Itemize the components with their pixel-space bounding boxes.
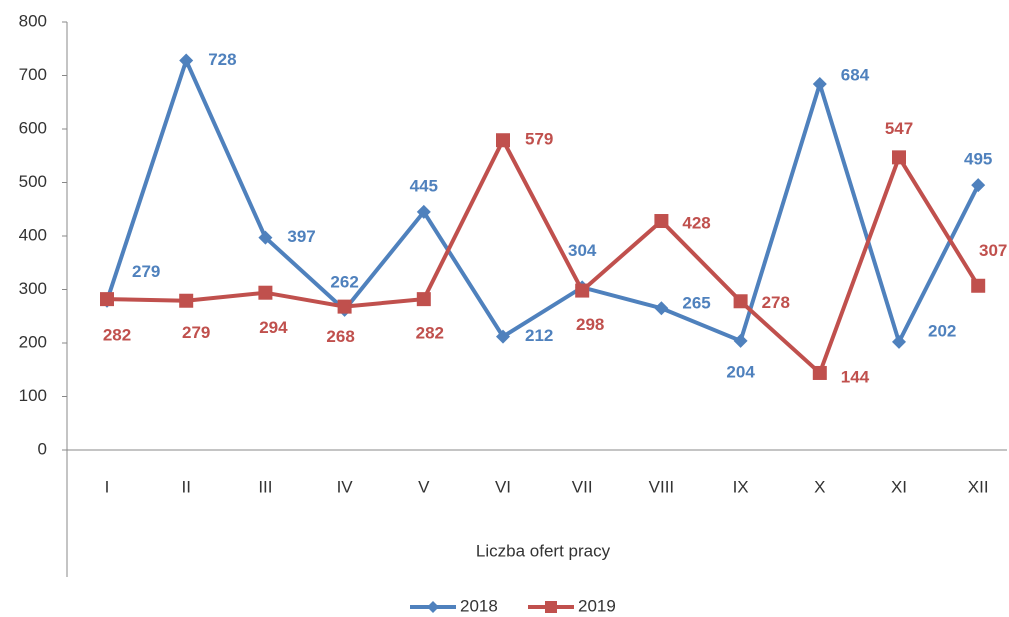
y-tick-label: 200 — [19, 332, 47, 351]
x-tick-label: IX — [733, 477, 749, 496]
y-tick-label: 100 — [19, 386, 47, 405]
legend-label: 2018 — [460, 596, 498, 615]
x-tick-label: XII — [968, 477, 989, 496]
y-tick-label: 0 — [38, 439, 47, 458]
marker — [575, 283, 590, 298]
marker — [496, 133, 510, 148]
x-tick-label: III — [258, 477, 272, 496]
legend-marker — [427, 601, 439, 613]
x-tick-label: VII — [572, 477, 593, 496]
y-tick-label: 700 — [19, 65, 47, 84]
marker — [654, 301, 669, 316]
marker — [733, 294, 748, 309]
marker — [892, 150, 906, 165]
data-label: 298 — [576, 315, 604, 334]
y-tick-label: 300 — [19, 279, 47, 298]
data-label: 397 — [287, 227, 315, 246]
marker — [733, 333, 748, 348]
legend-marker — [545, 601, 557, 613]
data-label: 268 — [326, 327, 354, 346]
data-label: 579 — [525, 130, 553, 149]
marker — [258, 285, 273, 300]
x-tick-label: II — [181, 477, 190, 496]
data-label: 279 — [182, 323, 210, 342]
marker — [496, 329, 510, 344]
marker — [892, 334, 906, 349]
marker — [179, 293, 194, 308]
x-tick-label: XI — [891, 477, 907, 496]
data-label: 262 — [330, 272, 358, 291]
x-tick-label: I — [105, 477, 110, 496]
marker — [416, 292, 431, 307]
marker — [971, 278, 986, 293]
data-label: 495 — [964, 150, 992, 169]
legend-label: 2019 — [578, 596, 616, 615]
data-label: 728 — [208, 50, 236, 69]
data-label: 204 — [726, 362, 755, 381]
marker — [416, 204, 431, 219]
marker — [971, 178, 986, 193]
marker — [812, 365, 827, 380]
x-tick-label: X — [814, 477, 825, 496]
series-line — [106, 135, 980, 377]
data-label: 282 — [416, 324, 444, 343]
data-label: 212 — [525, 326, 553, 345]
data-label: 428 — [682, 214, 710, 233]
marker — [179, 53, 194, 68]
y-tick-label: 600 — [19, 118, 47, 137]
marker — [100, 292, 114, 307]
data-label: 278 — [762, 293, 790, 312]
data-label: 445 — [410, 176, 438, 195]
x-tick-label: VI — [495, 477, 511, 496]
data-label: 307 — [979, 241, 1007, 260]
data-label: 294 — [259, 318, 288, 337]
x-tick-label: VIII — [649, 477, 675, 496]
x-tick-label: IV — [337, 477, 354, 496]
marker — [258, 230, 273, 245]
data-label: 144 — [841, 367, 870, 386]
marker — [337, 299, 352, 314]
x-tick-label: V — [418, 477, 430, 496]
y-tick-label: 500 — [19, 172, 47, 191]
data-label: 304 — [568, 241, 597, 260]
data-label: 547 — [885, 119, 913, 138]
data-label: 282 — [103, 326, 131, 345]
marker — [654, 214, 669, 229]
data-label: 202 — [928, 321, 956, 340]
x-axis-label: Liczba ofert pracy — [476, 541, 611, 560]
data-label: 279 — [132, 262, 160, 281]
data-label: 265 — [682, 294, 710, 313]
y-tick-label: 800 — [19, 11, 47, 30]
marker — [812, 77, 827, 92]
data-label: 684 — [841, 66, 870, 85]
y-tick-label: 400 — [19, 225, 47, 244]
series-line — [105, 54, 980, 348]
